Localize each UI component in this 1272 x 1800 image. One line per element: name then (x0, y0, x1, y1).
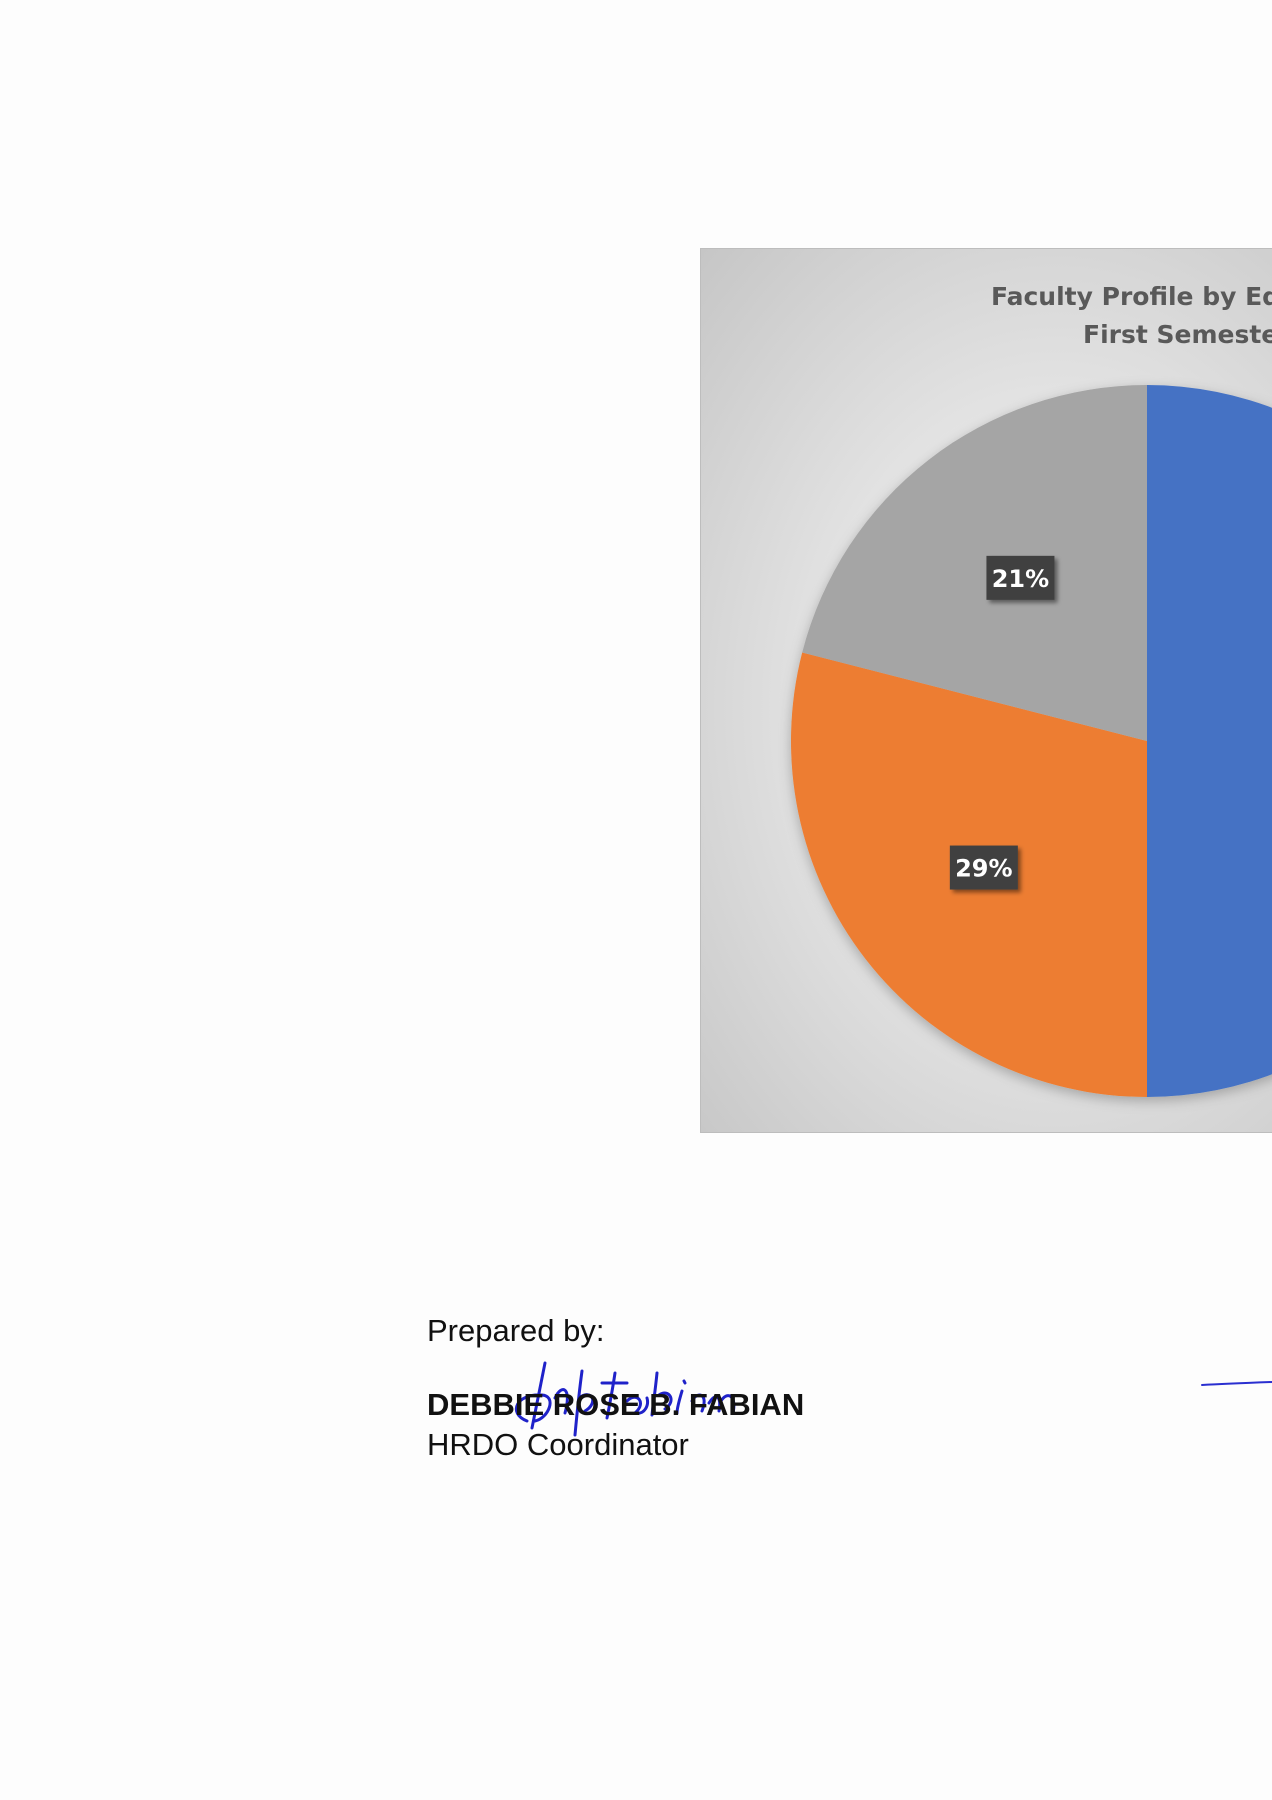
pie-slice-0 (1147, 385, 1272, 1097)
signature-line-fragment (1201, 1381, 1272, 1386)
chart-title-line2: First Semester (1083, 320, 1272, 349)
data-label-box-2 (986, 555, 1055, 600)
chart-frame: Faculty Profile by Edu First Semester 29… (700, 248, 1272, 1133)
signer-title: HRDO Coordinator (427, 1427, 689, 1462)
signer-name: DEBBIE ROSE B. FABIAN (427, 1387, 805, 1422)
chart-title-line1: Faculty Profile by Edu (991, 282, 1272, 311)
prepared-by-label: Prepared by: (427, 1313, 605, 1348)
handwritten-signature (514, 1361, 736, 1437)
data-label-box-1 (949, 845, 1018, 890)
prepared-by-block: Prepared by: DEBBIE ROSE B. FABIAN HRDO … (427, 1313, 947, 1473)
data-label-2: 21% (992, 565, 1049, 593)
data-label-1: 29% (955, 855, 1012, 883)
pie-slice-2 (802, 385, 1147, 741)
pie-chart: 29% 21% (791, 385, 1272, 1097)
